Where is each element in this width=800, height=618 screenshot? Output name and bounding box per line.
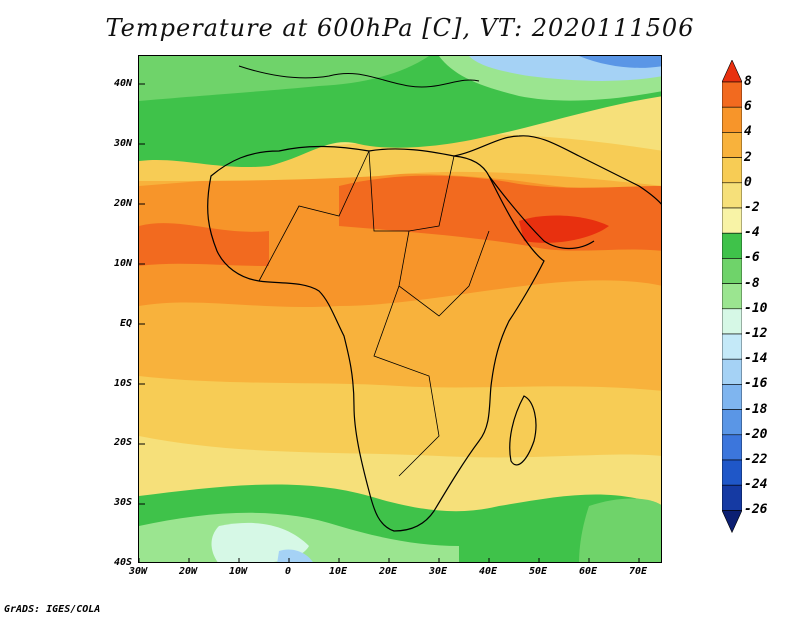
y-label-20s: 20S <box>113 437 132 448</box>
colorbar-swatch <box>722 232 742 259</box>
x-label-40e: 40E <box>478 566 498 577</box>
colorbar-swatch <box>722 434 742 461</box>
colorbar-label: 4 <box>744 124 752 140</box>
y-label-eq: EQ <box>119 318 132 329</box>
colorbar-min-triangle <box>722 510 742 534</box>
colorbar-label: -26 <box>744 502 768 518</box>
colorbar-swatch <box>722 132 742 158</box>
x-label-30w: 30W <box>128 566 148 577</box>
colorbar-swatch <box>722 409 742 436</box>
colorbar-label: -12 <box>744 326 768 341</box>
colorbar-max-triangle <box>722 60 742 83</box>
colorbar-swatch <box>722 358 742 385</box>
colorbar-label: 8 <box>744 74 752 89</box>
colorbar-label: -10 <box>744 300 768 316</box>
y-label-40s: 40S <box>113 557 132 568</box>
colorbar-swatch <box>722 459 742 486</box>
colorbar-swatch <box>722 283 742 310</box>
colorbar-swatch <box>722 258 742 284</box>
colorbar-swatch <box>722 308 742 335</box>
map-title: Temperature at 600hPa [C], VT: 202011150… <box>105 14 695 42</box>
y-label-20n: 20N <box>113 198 132 209</box>
y-label-30n: 30N <box>113 138 132 149</box>
x-label-20e: 20E <box>378 566 398 577</box>
colorbar-label: -20 <box>744 426 768 442</box>
colorbar-swatch <box>722 207 742 234</box>
colorbar-label: -18 <box>744 401 768 417</box>
colorbar-swatch <box>722 81 742 108</box>
x-label-30e: 30E <box>428 566 448 577</box>
colorbar-label: -24 <box>744 477 768 493</box>
colorbar-swatch <box>722 182 742 209</box>
grads-credit: GrADS: IGES/COLA <box>4 604 101 615</box>
colorbar <box>722 60 742 534</box>
colorbar-swatch <box>722 484 742 511</box>
x-label-20w: 20W <box>178 566 198 577</box>
x-label-60e: 60E <box>578 566 598 577</box>
x-label-10e: 10E <box>328 566 348 577</box>
y-label-30s: 30S <box>113 497 132 508</box>
y-label-40n: 40N <box>113 78 132 89</box>
x-label-70e: 70E <box>628 566 648 577</box>
colorbar-label: 0 <box>744 174 752 190</box>
colorbar-label: -6 <box>744 250 760 266</box>
y-label-10s: 10S <box>113 378 132 389</box>
colorbar-swatch <box>722 384 742 410</box>
colorbar-label: -2 <box>744 200 760 215</box>
colorbar-swatch <box>722 157 742 184</box>
colorbar-swatch <box>722 333 742 360</box>
x-label-10w: 10W <box>228 566 248 577</box>
y-label-10n: 10N <box>113 258 132 269</box>
colorbar-label: -14 <box>744 351 768 367</box>
temperature-map[interactable] <box>138 55 662 563</box>
colorbar-label: -8 <box>744 275 760 291</box>
colorbar-label: 2 <box>744 149 752 165</box>
colorbar-label: -16 <box>744 376 768 392</box>
colorbar-swatch <box>722 106 742 133</box>
colorbar-label: 6 <box>744 99 752 115</box>
colorbar-label: -22 <box>744 452 768 467</box>
x-label-0: 0 <box>284 566 292 577</box>
x-label-50e: 50E <box>528 566 548 577</box>
colorbar-label: -4 <box>744 225 760 241</box>
